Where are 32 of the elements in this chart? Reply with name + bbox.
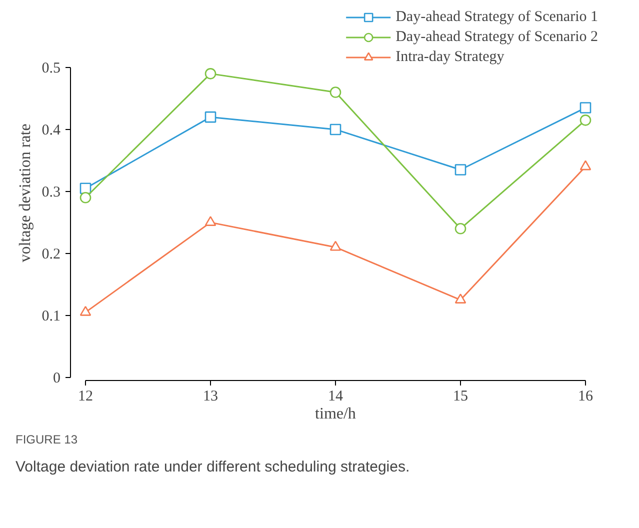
point <box>204 216 216 226</box>
point <box>330 86 342 98</box>
y-tick-label: 0.3 <box>42 184 60 200</box>
legend-label: Day-ahead Strategy of Scenario 2 <box>396 28 598 46</box>
x-axis-title: time/h <box>315 406 356 422</box>
caption: FIGURE 13 <box>16 432 78 446</box>
x-tick-label: 13 <box>203 388 218 404</box>
x-tick-label: 14 <box>328 388 344 404</box>
y-axis-title: voltage deviation rate <box>16 124 34 262</box>
y-tick-label: 0.1 <box>42 308 60 324</box>
point <box>330 124 342 136</box>
y-tick-label: 0.2 <box>42 246 60 262</box>
point <box>454 164 466 176</box>
point <box>580 102 592 114</box>
legend-label: Intra-day Strategy <box>396 48 504 66</box>
y-tick-label: 0.4 <box>42 122 61 138</box>
point <box>454 294 466 304</box>
point <box>580 160 592 170</box>
point <box>580 114 592 126</box>
point <box>204 68 216 80</box>
point <box>80 306 92 316</box>
x-tick-label: 12 <box>78 388 93 404</box>
point <box>454 223 466 234</box>
point <box>204 111 216 123</box>
x-tick-label: 15 <box>453 388 468 404</box>
text: Voltage deviation rate under different scheduling strategies. <box>16 458 410 476</box>
point <box>80 192 92 204</box>
point <box>330 240 342 251</box>
y-tick-label: 0 <box>53 370 60 386</box>
legend-label: Day-ahead Strategy of Scenario 1 <box>396 8 598 26</box>
y-tick-label: 0.5 <box>42 60 60 76</box>
x-tick-label: 16 <box>578 388 594 404</box>
